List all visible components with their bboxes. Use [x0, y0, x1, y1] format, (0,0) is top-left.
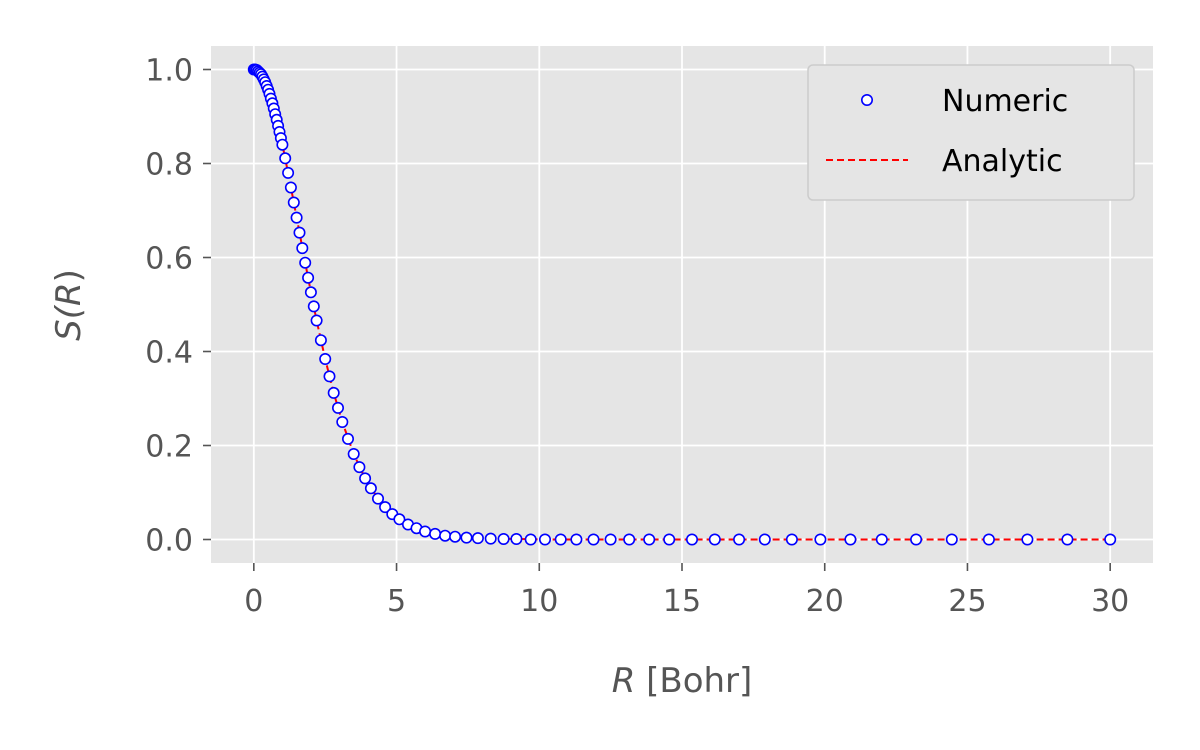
data-series [247, 63, 1117, 546]
numeric-point-64 [604, 533, 617, 546]
x-tick-label-4: 20 [806, 584, 844, 619]
numeric-point-57 [497, 532, 510, 545]
numeric-point-40 [347, 447, 360, 460]
numeric-point-79 [1021, 533, 1034, 546]
numeric-point-70 [733, 533, 746, 546]
numeric-point-20 [276, 138, 289, 151]
numeric-point-33 [314, 334, 327, 347]
numeric-point-21 [279, 152, 292, 165]
numeric-point-37 [331, 401, 344, 414]
legend-label-numeric: Numeric [942, 84, 1068, 119]
numeric-point-28 [299, 256, 312, 269]
numeric-point-32 [310, 314, 323, 327]
numeric-point-58 [510, 532, 523, 545]
numeric-point-81 [1104, 533, 1117, 546]
numeric-point-25 [290, 211, 303, 224]
numeric-point-78 [982, 533, 995, 546]
legend-numeric-marker [860, 94, 873, 107]
numeric-point-60 [538, 533, 551, 546]
numeric-point-52 [439, 529, 452, 542]
legend-label-analytic: Analytic [942, 144, 1063, 179]
numeric-point-56 [484, 532, 497, 545]
y-axis-label: S(R) [49, 269, 89, 341]
numeric-point-65 [623, 533, 636, 546]
numeric-point-67 [663, 533, 676, 546]
y-tick-label-3: 0.6 [145, 242, 193, 277]
numeric-point-45 [379, 501, 392, 514]
y-tick-label-2: 0.4 [145, 336, 193, 371]
numeric-point-69 [708, 533, 721, 546]
numeric-point-73 [814, 533, 827, 546]
numeric-point-38 [336, 415, 349, 428]
axis-ticks: 0 5 10 15 20 25 30 0.0 0.2 0.4 0.6 0.8 1.0 [145, 54, 1129, 620]
y-tick-label-1: 0.2 [145, 430, 193, 465]
numeric-point-31 [307, 300, 320, 313]
numeric-point-47 [393, 513, 406, 526]
x-axis-label: R [Bohr] [612, 661, 753, 701]
x-tick-label-1: 5 [387, 584, 406, 619]
numeric-point-68 [685, 533, 698, 546]
numeric-point-54 [460, 531, 473, 544]
numeric-point-27 [296, 242, 309, 255]
numeric-point-29 [302, 271, 315, 284]
numeric-point-76 [910, 533, 923, 546]
numeric-point-36 [327, 386, 340, 399]
numeric-point-35 [323, 370, 336, 383]
numeric-point-55 [471, 532, 484, 545]
numeric-point-39 [341, 432, 354, 445]
y-tick-label-4: 0.8 [145, 148, 193, 183]
numeric-point-30 [304, 286, 317, 299]
numeric-point-22 [282, 166, 295, 179]
numeric-point-53 [449, 530, 462, 543]
numeric-point-44 [371, 492, 384, 505]
numeric-point-61 [554, 533, 567, 546]
numeric-point-71 [758, 533, 771, 546]
numeric-point-66 [643, 533, 656, 546]
y-tick-label-5: 1.0 [145, 54, 193, 89]
legend: Numeric Analytic [807, 64, 1135, 201]
numeric-point-23 [284, 181, 297, 194]
numeric-point-51 [429, 527, 442, 540]
x-tick-label-5: 25 [948, 584, 986, 619]
x-tick-label-2: 10 [520, 584, 558, 619]
x-tick-label-6: 30 [1091, 584, 1129, 619]
numeric-point-59 [524, 533, 537, 546]
numeric-point-34 [319, 352, 332, 365]
y-tick-label-0: 0.0 [145, 524, 193, 559]
numeric-point-26 [293, 226, 306, 239]
numeric-point-63 [587, 533, 600, 546]
grid [211, 46, 1153, 563]
numeric-point-24 [287, 196, 300, 209]
x-tick-label-0: 0 [244, 584, 263, 619]
numeric-point-43 [364, 482, 377, 495]
numeric-point-74 [844, 533, 857, 546]
legend-box [807, 64, 1135, 201]
numeric-point-42 [359, 472, 372, 485]
numeric-point-75 [875, 533, 888, 546]
numeric-point-50 [419, 525, 432, 538]
numeric-point-72 [785, 533, 798, 546]
numeric-point-80 [1061, 533, 1074, 546]
numeric-point-77 [945, 533, 958, 546]
x-tick-label-3: 15 [663, 584, 701, 619]
numeric-point-41 [353, 461, 366, 474]
numeric-point-62 [570, 533, 583, 546]
